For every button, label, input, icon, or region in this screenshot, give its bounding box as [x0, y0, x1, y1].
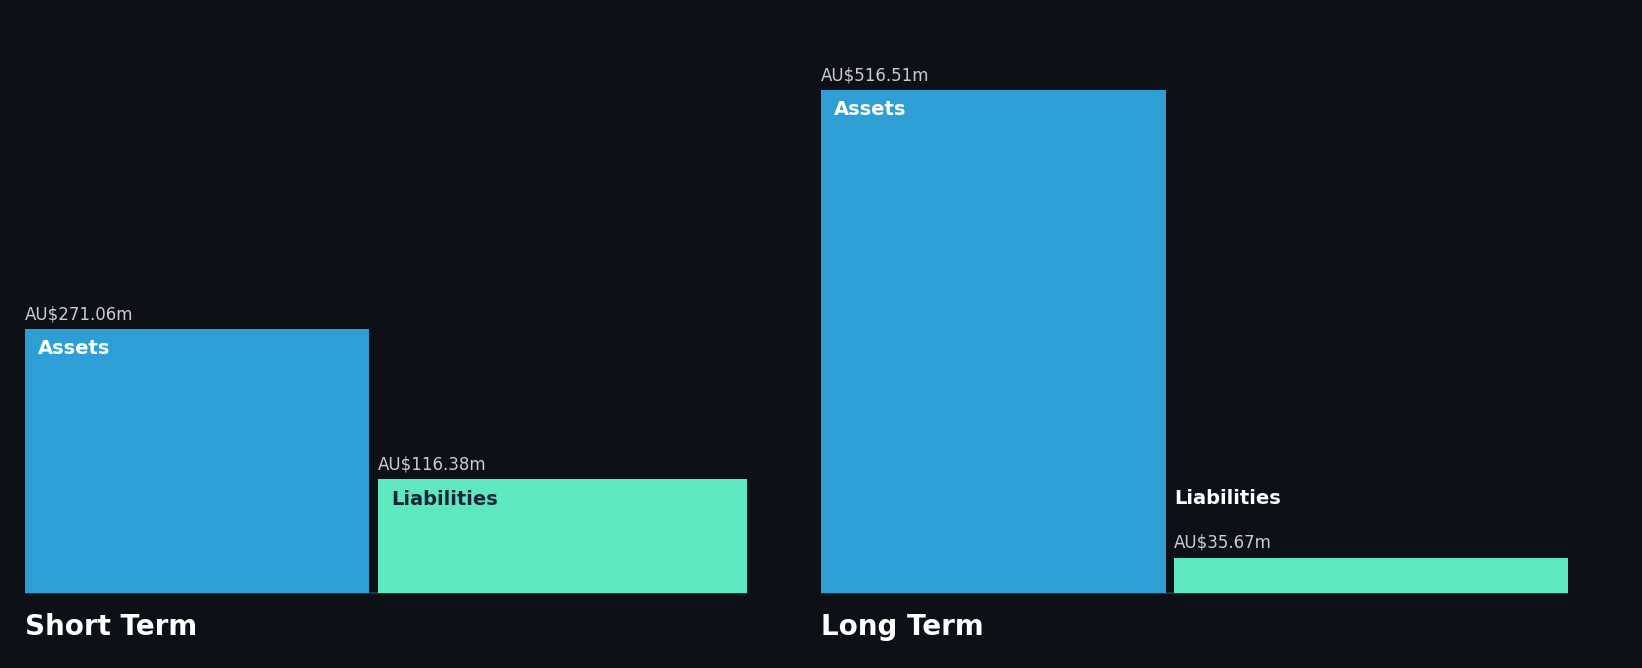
Text: AU$116.38m: AU$116.38m	[378, 456, 486, 474]
Bar	[1174, 558, 1568, 593]
Text: Liabilities: Liabilities	[1174, 489, 1281, 508]
Text: Assets: Assets	[38, 339, 110, 358]
Text: Liabilities: Liabilities	[391, 490, 498, 508]
Text: AU$35.67m: AU$35.67m	[1174, 534, 1273, 552]
Text: Assets: Assets	[834, 100, 906, 120]
Text: Long Term: Long Term	[821, 613, 984, 641]
Text: AU$271.06m: AU$271.06m	[25, 305, 133, 323]
Bar	[25, 329, 369, 593]
Text: Short Term: Short Term	[25, 613, 197, 641]
Bar	[378, 480, 747, 593]
Bar	[821, 90, 1166, 593]
Text: AU$516.51m: AU$516.51m	[821, 66, 929, 84]
